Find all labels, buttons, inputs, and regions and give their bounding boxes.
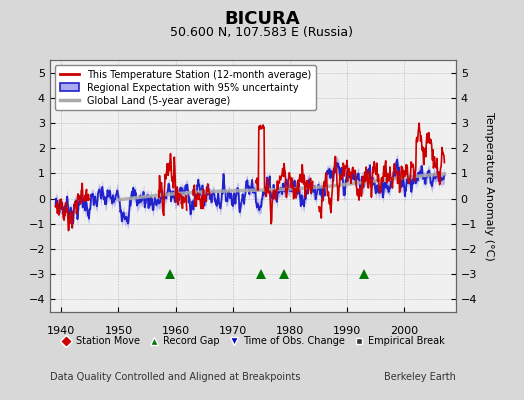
Text: 1980: 1980 xyxy=(276,326,304,336)
Text: BICURA: BICURA xyxy=(224,10,300,28)
Text: 1960: 1960 xyxy=(161,326,190,336)
Text: 50.600 N, 107.583 E (Russia): 50.600 N, 107.583 E (Russia) xyxy=(170,26,354,39)
Text: 2000: 2000 xyxy=(390,326,419,336)
Text: 1950: 1950 xyxy=(104,326,133,336)
Text: Berkeley Earth: Berkeley Earth xyxy=(384,372,456,382)
Y-axis label: Temperature Anomaly (°C): Temperature Anomaly (°C) xyxy=(484,112,494,260)
Text: Data Quality Controlled and Aligned at Breakpoints: Data Quality Controlled and Aligned at B… xyxy=(50,372,300,382)
Text: 1990: 1990 xyxy=(333,326,362,336)
Legend: Station Move, Record Gap, Time of Obs. Change, Empirical Break: Station Move, Record Gap, Time of Obs. C… xyxy=(57,332,449,350)
Legend: This Temperature Station (12-month average), Regional Expectation with 95% uncer: This Temperature Station (12-month avera… xyxy=(54,65,316,110)
Text: 1970: 1970 xyxy=(219,326,247,336)
Text: 1940: 1940 xyxy=(47,326,75,336)
